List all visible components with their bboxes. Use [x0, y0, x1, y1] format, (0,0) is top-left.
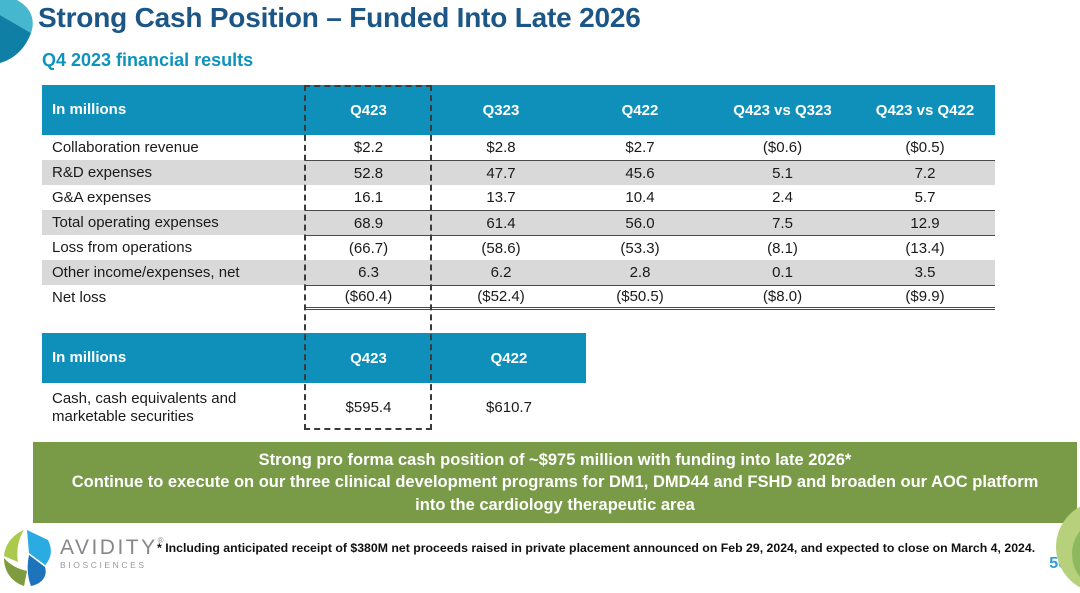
summary-banner: Strong pro forma cash position of ~$975 … — [33, 442, 1077, 523]
cash-row: Cash, cash equivalents and marketable se… — [42, 383, 586, 432]
cash-table: In millions Q423 Q422 Cash, cash equival… — [42, 333, 586, 432]
logo-trademark: ® — [157, 536, 164, 545]
banner-line-1: Strong pro forma cash position of ~$975 … — [258, 451, 852, 469]
row-values: (66.7) (58.6) (53.3) (8.1) (13.4) — [305, 235, 995, 260]
row-label: Total operating expenses — [52, 213, 219, 231]
row-label: Net loss — [52, 288, 107, 306]
cash-header-q422: Q422 — [490, 349, 528, 367]
cell: ($8.0) — [762, 288, 803, 305]
page-title: Strong Cash Position – Funded Into Late … — [38, 2, 641, 33]
cell: 45.6 — [625, 164, 655, 182]
header-q423-vs-q323: Q423 vs Q323 — [733, 101, 832, 119]
row-label: Collaboration revenue — [52, 138, 199, 156]
avidity-wordmark: AVIDITY® BIOSCIENCES — [60, 537, 164, 570]
cell: 6.3 — [358, 264, 379, 281]
cell: ($9.9) — [905, 288, 945, 305]
header-q422: Q422 — [621, 101, 659, 119]
cell: (53.3) — [620, 239, 660, 257]
row-values: 68.9 61.4 56.0 7.5 12.9 — [305, 210, 995, 235]
bottom-right-leaf-decoration — [1056, 506, 1080, 588]
table-row: Total operating expenses 68.9 61.4 56.0 … — [42, 210, 995, 235]
cell: ($60.4) — [344, 288, 393, 305]
header-values: Q423 Q323 Q422 Q423 vs Q323 Q423 vs Q422 — [305, 85, 995, 135]
header-q323: Q323 — [482, 101, 520, 119]
table-row: Loss from operations (66.7) (58.6) (53.3… — [42, 235, 995, 260]
row-label: Other income/expenses, net — [52, 263, 240, 281]
cell: ($50.5) — [616, 288, 664, 305]
cell: ($52.4) — [477, 288, 525, 305]
cell: ($0.6) — [762, 139, 803, 156]
cell: 47.7 — [486, 164, 516, 182]
cell: $2.7 — [625, 139, 655, 156]
cash-header-in-millions: In millions — [52, 349, 127, 366]
cell: $610.7 — [486, 399, 532, 416]
row-values: 52.8 47.7 45.6 5.1 7.2 — [305, 160, 995, 185]
row-label: G&A expenses — [52, 188, 152, 206]
table-row: Other income/expenses, net 6.3 6.2 2.8 0… — [42, 260, 995, 285]
banner-line-2: Continue to execute on our three clinica… — [71, 473, 1039, 514]
footnote: * Including anticipated receipt of $380M… — [157, 541, 1036, 555]
table-row: G&A expenses 16.1 13.7 10.4 2.4 5.7 — [42, 185, 995, 210]
logo-subname: BIOSCIENCES — [60, 560, 147, 570]
cell: 7.2 — [914, 164, 936, 182]
corner-leaf-decoration — [0, 0, 33, 63]
cell: 0.1 — [772, 264, 793, 281]
cell: (66.7) — [348, 239, 389, 257]
cash-header-q423: Q423 — [350, 349, 387, 367]
page-subtitle: Q4 2023 financial results — [42, 50, 254, 70]
cell: ($0.5) — [905, 139, 945, 156]
row-values: 6.3 6.2 2.8 0.1 3.5 — [305, 260, 995, 285]
row-label: Loss from operations — [52, 238, 193, 256]
cell: 12.9 — [910, 214, 940, 232]
financial-results-table: In millions Q423 Q323 Q422 Q423 vs Q323 … — [42, 85, 995, 310]
cell: 56.0 — [625, 214, 655, 232]
row-values: $2.2 $2.8 $2.7 ($0.6) ($0.5) — [305, 135, 995, 160]
cell: (13.4) — [905, 239, 945, 257]
cell: 5.7 — [914, 189, 936, 206]
cash-header-row: In millions Q423 Q422 — [42, 333, 586, 383]
cell: $2.2 — [353, 139, 384, 156]
row-values: ($60.4) ($52.4) ($50.5) ($8.0) ($9.9) — [305, 285, 995, 310]
table-row: R&D expenses 52.8 47.7 45.6 5.1 7.2 — [42, 160, 995, 185]
avidity-logo-icon — [4, 530, 51, 586]
row-values: 16.1 13.7 10.4 2.4 5.7 — [305, 185, 995, 210]
cell: (58.6) — [481, 239, 521, 257]
cell: 68.9 — [353, 214, 384, 232]
cell: 5.1 — [772, 164, 793, 182]
header-in-millions: In millions — [52, 101, 127, 118]
table-header-row: In millions Q423 Q323 Q422 Q423 vs Q323 … — [42, 85, 995, 135]
cell: 61.4 — [486, 214, 516, 232]
cell: 3.5 — [914, 264, 936, 281]
cell: 10.4 — [625, 189, 655, 206]
cell: 7.5 — [772, 214, 793, 232]
cell: $2.8 — [486, 139, 516, 156]
row-label: Cash, cash equivalents and marketable se… — [52, 389, 237, 425]
cell: 2.8 — [629, 264, 651, 281]
cell: (8.1) — [767, 239, 798, 257]
row-label: R&D expenses — [52, 163, 153, 181]
cell: 52.8 — [353, 164, 384, 182]
logo-name: AVIDITY — [60, 536, 158, 559]
cell: 16.1 — [353, 189, 384, 206]
table-row-net-loss: Net loss ($60.4) ($52.4) ($50.5) ($8.0) … — [42, 285, 995, 310]
cell: 6.2 — [490, 264, 512, 281]
cell: $595.4 — [345, 399, 392, 416]
header-q423: Q423 — [350, 101, 387, 119]
header-q423-vs-q422: Q423 vs Q422 — [875, 101, 975, 119]
table-row: Collaboration revenue $2.2 $2.8 $2.7 ($0… — [42, 135, 995, 160]
cell: 13.7 — [486, 189, 516, 206]
cell: 2.4 — [772, 189, 793, 206]
